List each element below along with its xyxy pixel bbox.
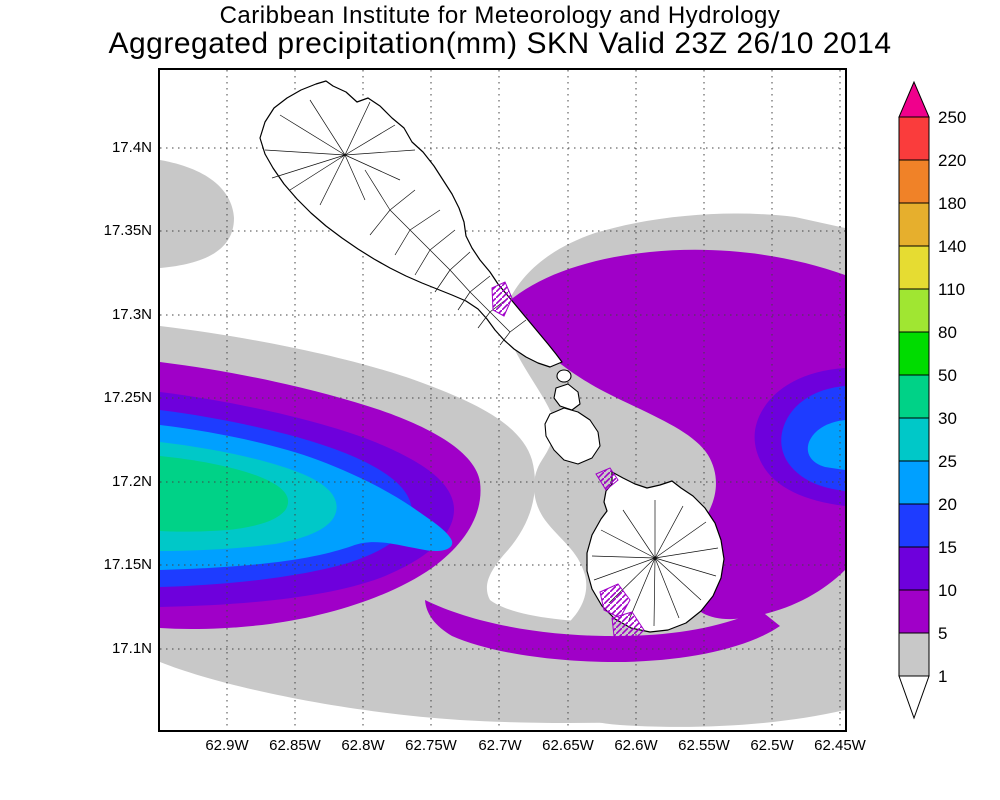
legend-color-segment [898,245,930,290]
hatched-watershed-patches [491,281,645,647]
x-axis-label: 62.75W [405,737,457,754]
y-axis-label: 17.2N [111,473,152,490]
x-axis-label: 62.45W [814,737,866,754]
legend-level-label: 140 [938,237,966,256]
x-axis-label: 62.7W [478,737,522,754]
y-axis-label: 17.1N [111,640,152,657]
x-axis-label: 62.85W [269,737,321,754]
y-axis-label: 17.4N [111,139,152,156]
x-axis-label: 62.9W [205,737,249,754]
legend-color-segment [898,331,930,376]
legend-level-label: 1 [938,667,947,686]
x-axis-label: 62.6W [614,737,658,754]
precipitation-map-svg [160,70,845,730]
legend-level-label: 20 [938,495,957,514]
legend-arrow-above-max [898,80,930,118]
legend-color-segment [898,589,930,634]
legend-color-segment [898,374,930,419]
x-axis-label: 62.65W [542,737,594,754]
x-axis-label: 62.55W [678,737,730,754]
legend-arrow-below-min [898,675,930,720]
map-plot-area [158,68,847,732]
legend-color-segment [898,116,930,161]
legend-color-segment [898,202,930,247]
legend-color-segment [898,632,930,677]
legend-colorbar: 250 220 180 140 110 80 50 30 25 20 15 10 5 1 [898,80,966,720]
y-axis-label: 17.35N [103,222,152,239]
x-axis-label: 62.8W [341,737,385,754]
legend-level-label: 220 [938,151,966,170]
legend-level-label: 25 [938,452,957,471]
legend-color-segment [898,417,930,462]
legend-color-segment [898,460,930,505]
legend-level-label: 50 [938,366,957,385]
legend-color-segment [898,546,930,591]
x-axis-label: 62.5W [750,737,794,754]
y-axis-label: 17.3N [111,306,152,323]
precipitation-color-scale: 250 220 180 140 110 80 50 30 25 20 15 10 5 1 [893,78,998,731]
legend-color-segment [898,159,930,204]
nevis-drainage-lines [591,500,719,627]
legend-color-segment [898,503,930,548]
legend-level-label: 10 [938,581,957,600]
legend-color-segment [898,288,930,333]
legend-level-label: 110 [938,280,965,299]
legend-level-label: 15 [938,538,957,557]
y-axis-label: 17.25N [103,389,152,406]
st-kitts-drainage-lines [264,99,527,346]
legend-level-label: 5 [938,624,947,643]
page-title-line1: Caribbean Institute for Meteorology and … [219,2,781,29]
y-axis-label: 17.15N [103,556,152,573]
legend-level-label: 30 [938,409,957,428]
legend-level-label: 180 [938,194,966,213]
island-st-kitts [259,80,601,465]
legend-level-label: 80 [938,323,957,342]
page-title-line2: Aggregated precipitation(mm) SKN Valid 2… [108,27,892,60]
legend-level-label: 250 [938,108,966,127]
shading-teal-30-50mm [160,456,289,532]
